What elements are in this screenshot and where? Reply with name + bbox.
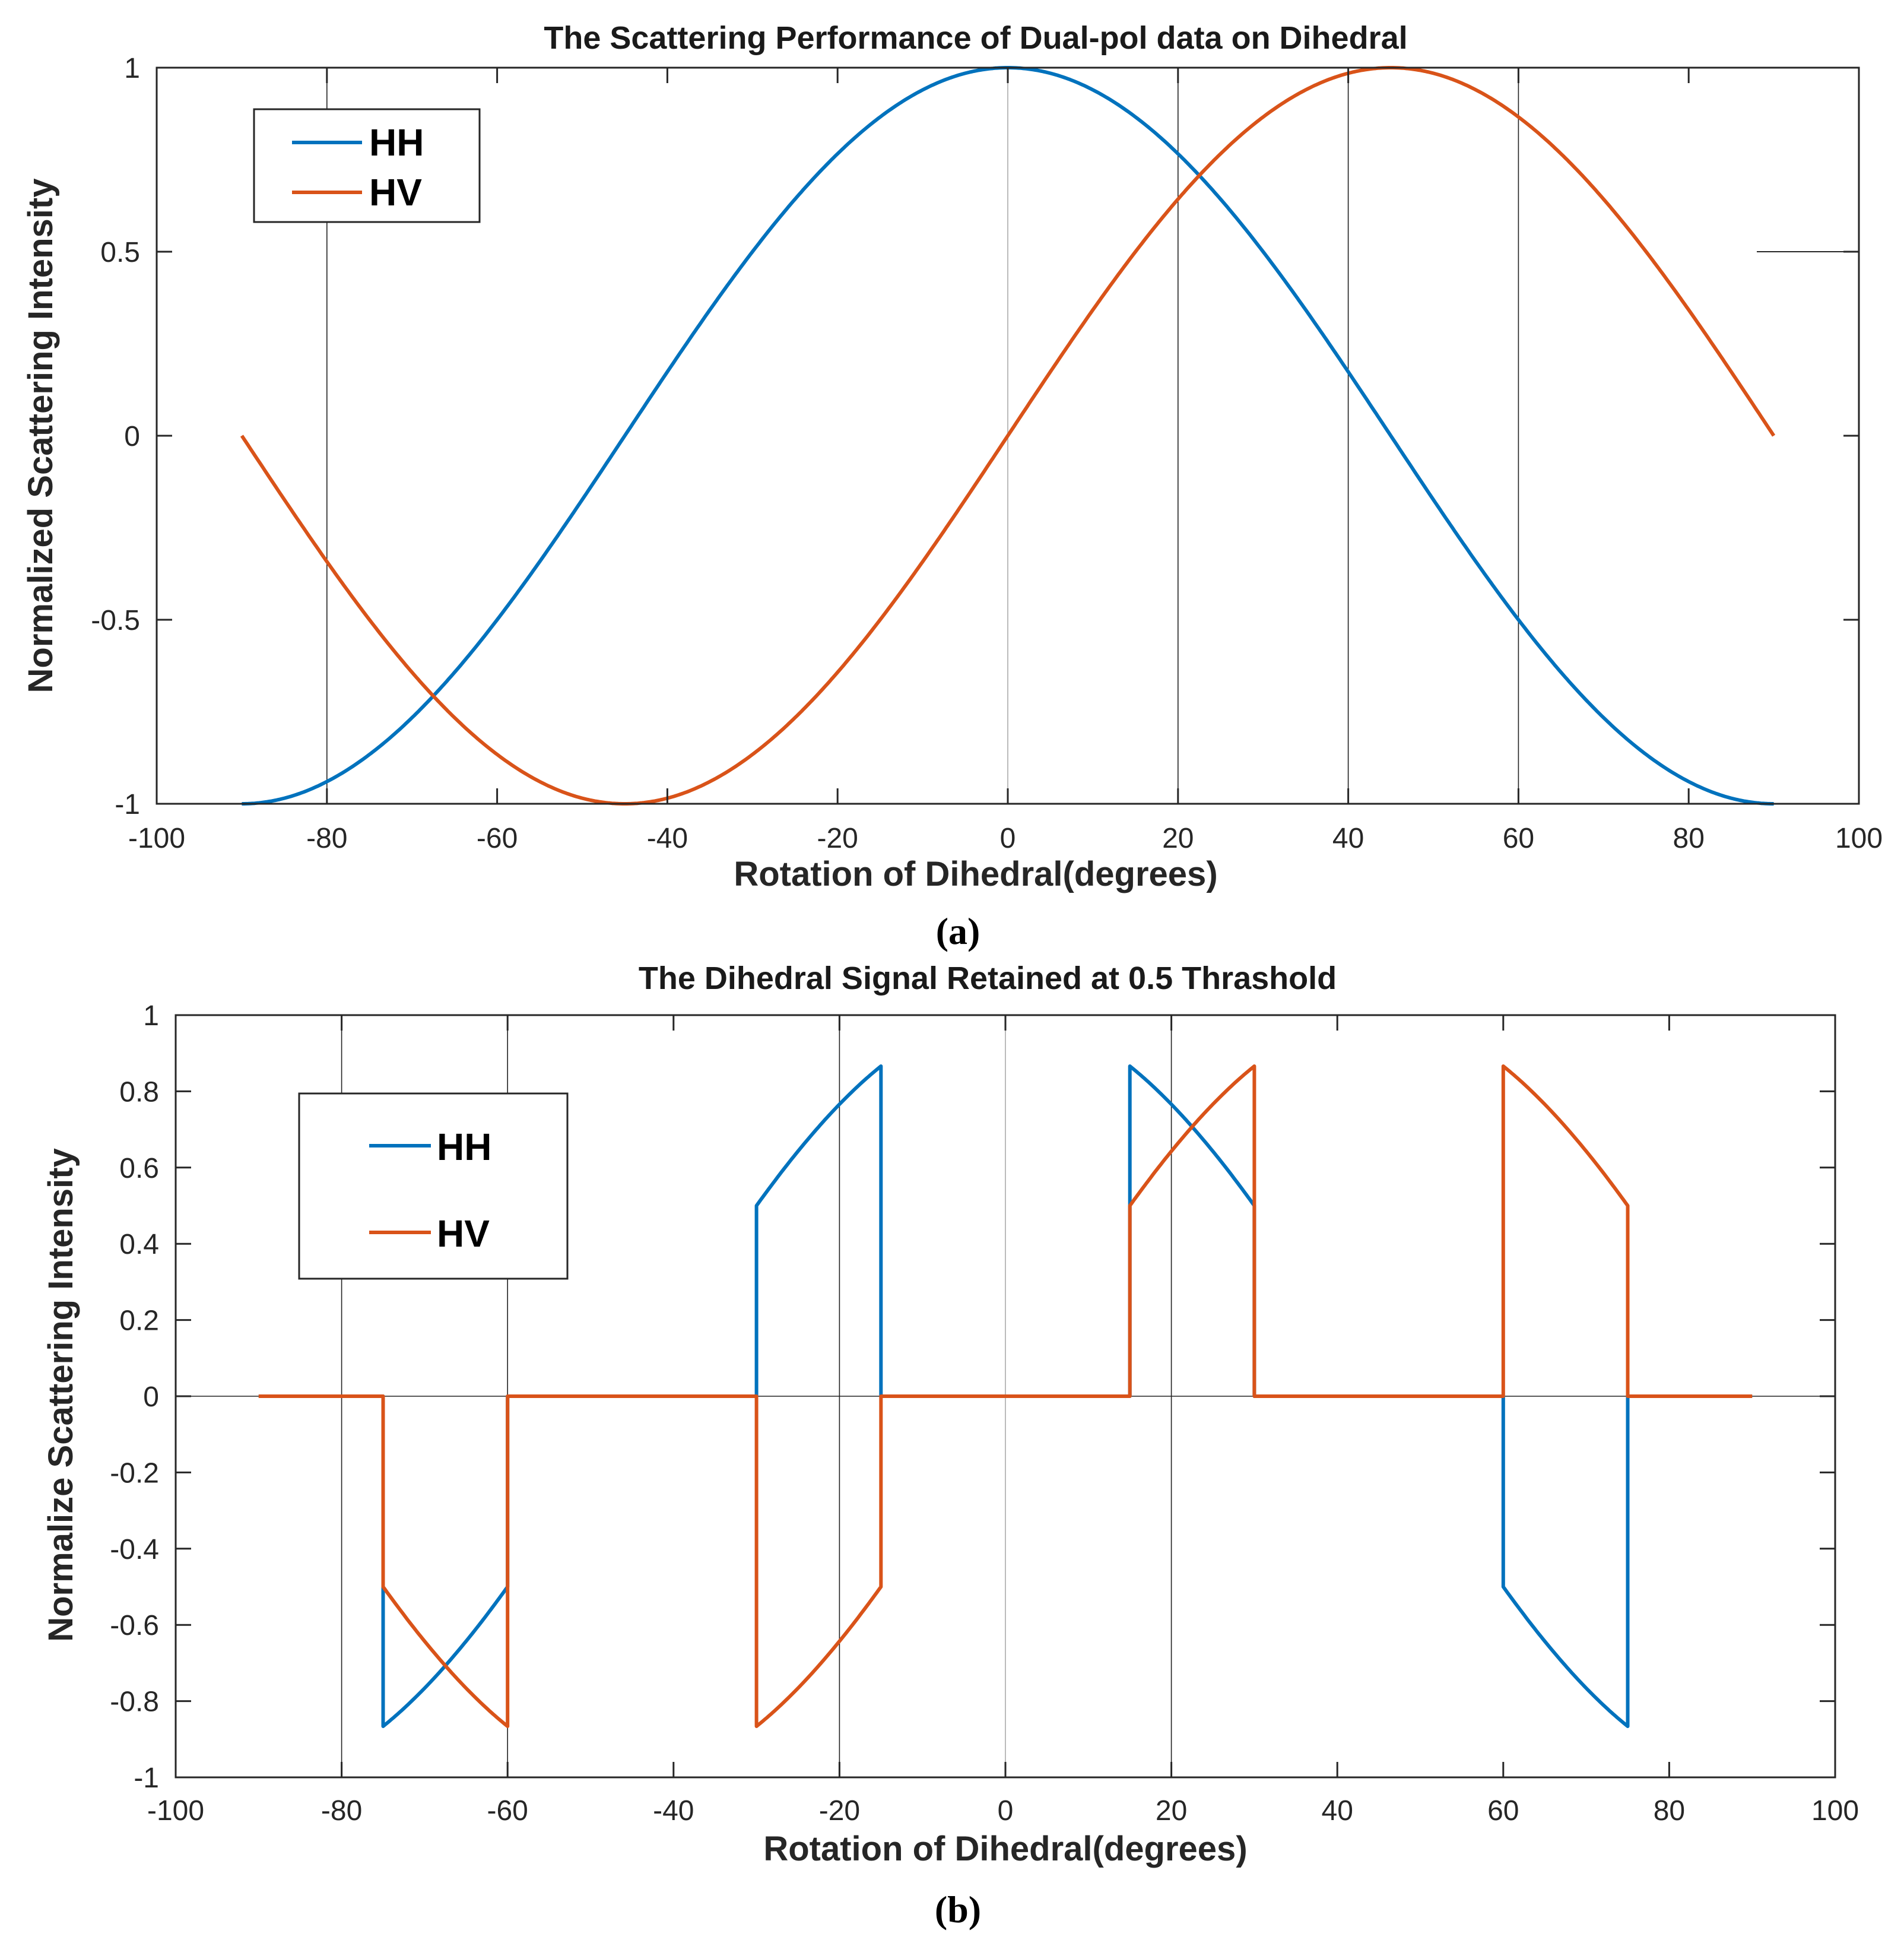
chart-a-title: The Scattering Performance of Dual-pol d…: [544, 20, 1407, 56]
chart-a-ylabel: Normalized Scattering Intensity: [21, 179, 60, 693]
chart-a-xtick-label: -80: [306, 823, 347, 854]
chart-b-ytick-label: -0.8: [110, 1687, 159, 1718]
chart-b-ytick-label: 0.8: [119, 1076, 159, 1108]
chart-b-ytick-label: 0.4: [119, 1229, 159, 1260]
chart-b-ytick-label: 0.2: [119, 1305, 159, 1337]
chart-b-xtick-label: -100: [147, 1795, 204, 1827]
chart-a-series-hv-line: [240, 66, 1776, 806]
chart-b-series-hv-line: [258, 1064, 1753, 1728]
chart-b-legend-hh-label: HH: [437, 1126, 491, 1168]
chart-a-legend: HH HV: [253, 108, 481, 223]
chart-b-xtick-label: 0: [998, 1795, 1014, 1827]
chart-a-axes-box: [156, 66, 1860, 805]
chart-a-ytick-label: 1: [124, 53, 140, 84]
chart-a-legend-hh-label: HH: [369, 121, 424, 164]
chart-b-xtick-label: 60: [1487, 1795, 1519, 1827]
chart-b-xtick-label: -20: [819, 1795, 860, 1827]
chart-b-xtick-label: 40: [1322, 1795, 1353, 1827]
chart-b-xtick-label: 20: [1156, 1795, 1187, 1827]
chart-b-ticks: -100 -80 -60 -40 -20 0 20 40 60 80 100 -1 -0.8 -0.6 -0…: [110, 1000, 1859, 1827]
chart-a-xtick-label: 100: [1835, 823, 1883, 854]
chart-b-xtick-label: -40: [653, 1795, 694, 1827]
chart-a-xtick-label: -20: [817, 823, 858, 854]
chart-a-xtick-label: -60: [477, 823, 518, 854]
chart-b-legend: HH HV: [298, 1092, 569, 1280]
chart-b-xtick-label: 100: [1811, 1795, 1859, 1827]
chart-a-ytick-label: 0.5: [100, 237, 140, 268]
chart-a-ytick-label: -0.5: [91, 605, 140, 636]
chart-b-series: [258, 1064, 1753, 1728]
chart-b-ylabel: Normalize Scattering Intensity: [42, 1148, 80, 1642]
chart-a-ytick-label: 0: [124, 421, 140, 452]
chart-a-legend-box: [253, 108, 481, 223]
chart-a-xtick-label: 0: [1000, 823, 1016, 854]
chart-b-ytick-label: -1: [134, 1763, 159, 1794]
chart-b-ytick-label: 0: [143, 1381, 159, 1413]
chart-a-xtick-label: 80: [1673, 823, 1705, 854]
chart-b-ytick-label: -0.2: [110, 1457, 159, 1489]
chart-a: The Scattering Performance of Dual-pol d…: [21, 20, 1883, 952]
chart-a-xtick-label: -40: [647, 823, 688, 854]
chart-b-xtick-label: -60: [487, 1795, 528, 1827]
chart-a-ytick-label: -1: [115, 789, 140, 820]
chart-b-axes-box: [174, 1014, 1836, 1779]
chart-a-ticks: -100 -80 -60 -40 -20 0 20 40 60 80 100 -1 -0.5 0 0.5 1: [91, 53, 1883, 854]
chart-b-xlabel: Rotation of Dihedral(degrees): [763, 1830, 1247, 1868]
chart-a-caption: (a): [936, 910, 980, 952]
chart-a-xtick-label: 20: [1162, 823, 1194, 854]
chart-a-gridlines: [326, 68, 1519, 804]
chart-b: The Dihedral Signal Retained at 0.5 Thra…: [42, 961, 1859, 1931]
chart-b-xtick-label: -80: [321, 1795, 362, 1827]
chart-b-title: The Dihedral Signal Retained at 0.5 Thra…: [639, 961, 1337, 996]
chart-b-legend-hv-label: HV: [437, 1212, 490, 1255]
chart-a-xtick-label: 40: [1332, 823, 1364, 854]
chart-b-ytick-label: -0.4: [110, 1534, 159, 1565]
chart-a-xlabel: Rotation of Dihedral(degrees): [734, 855, 1217, 893]
chart-a-legend-hv-label: HV: [369, 171, 422, 214]
chart-b-xtick-label: 80: [1654, 1795, 1685, 1827]
chart-b-legend-box: [298, 1092, 569, 1280]
chart-a-xtick-label: 60: [1503, 823, 1534, 854]
chart-b-ytick-label: -0.6: [110, 1610, 159, 1641]
chart-a-xtick-label: -100: [128, 823, 185, 854]
chart-b-caption: (b): [935, 1888, 981, 1931]
chart-b-ytick-label: 1: [143, 1000, 159, 1032]
chart-b-ytick-label: 0.6: [119, 1153, 159, 1184]
